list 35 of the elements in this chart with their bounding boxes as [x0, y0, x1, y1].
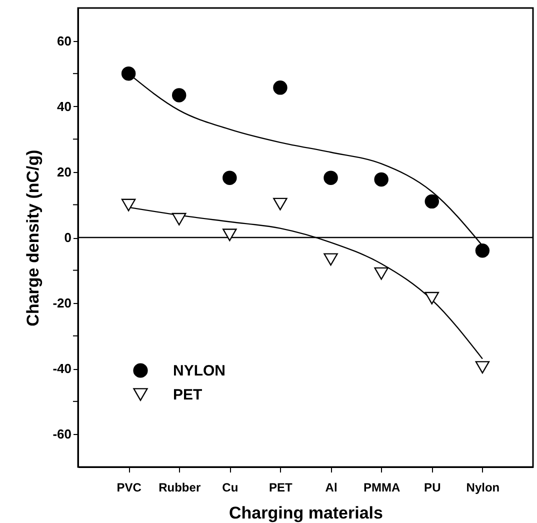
y-tick-label: 40 [57, 98, 72, 114]
point [172, 88, 186, 102]
x-tick-label: Al [325, 480, 338, 494]
x-tick-label: PMMA [363, 480, 400, 494]
point [424, 292, 440, 304]
point [222, 170, 237, 185]
y-tick-label: 60 [57, 33, 72, 48]
point [121, 198, 136, 212]
legend-label: PET [173, 386, 202, 404]
y-tick-label: -40 [52, 361, 72, 376]
x-axis-title: Charging materials [229, 504, 383, 522]
point [121, 66, 136, 81]
y-axis-title: Charge density (nC/g) [24, 150, 43, 326]
y-tick-label: 0 [64, 230, 72, 245]
x-tick-label: PET [269, 480, 294, 494]
x-tick-label: Cu [222, 480, 238, 494]
legend-label: NYLON [173, 362, 226, 380]
y-tick-label: -20 [52, 296, 72, 311]
point [172, 212, 186, 226]
point [273, 198, 288, 210]
point [475, 361, 490, 374]
point [324, 253, 338, 266]
point [374, 267, 388, 280]
point [273, 80, 288, 95]
point [424, 194, 440, 209]
y-tick-label: -60 [52, 426, 72, 442]
point [222, 228, 237, 242]
y-tick-label: 20 [57, 164, 72, 180]
x-tick-label: Nylon [466, 480, 500, 494]
point [324, 170, 338, 185]
x-tick-label: PVC [116, 480, 142, 494]
x-tick-label: PU [424, 480, 441, 494]
point [374, 172, 388, 187]
point [475, 244, 490, 258]
x-tick-label: Rubber [158, 480, 201, 494]
